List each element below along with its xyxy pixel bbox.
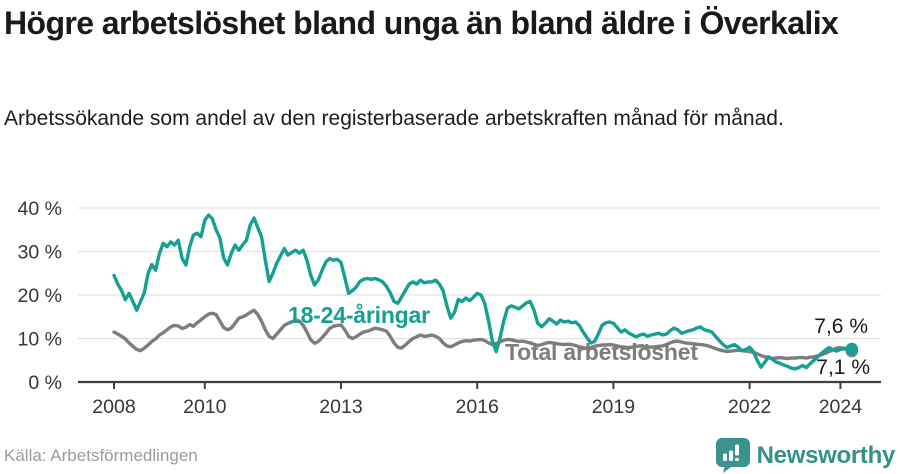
x-tick-label: 2022: [728, 396, 771, 418]
y-tick-label: 40 %: [18, 198, 62, 220]
x-tick-label: 2016: [456, 396, 499, 418]
y-tick-label: 30 %: [18, 242, 62, 264]
y-tick-label: 20 %: [18, 285, 62, 307]
brand-name: Newsworthy: [756, 441, 896, 469]
x-tick-label: 2013: [319, 396, 362, 418]
series-end-dot: [845, 342, 858, 356]
series-line-total-arbetsl-shet: [112, 308, 854, 361]
x-tick-label: 2024: [819, 396, 863, 418]
x-tick-label: 2008: [92, 396, 135, 418]
y-tick-label: 10 %: [18, 329, 62, 351]
newsworthy-icon: [715, 438, 750, 473]
brand-logo: Newsworthy: [715, 438, 896, 473]
end-value-label-18-24: 7,6 %: [814, 315, 868, 338]
x-tick-label: 2010: [183, 396, 227, 418]
end-value-label-total: 7,1 %: [816, 356, 870, 379]
page-title: Högre arbetslöshet bland unga än bland ä…: [4, 5, 839, 41]
series-line-18-24-ringar: [112, 213, 854, 371]
x-tick-label: 2019: [592, 396, 635, 418]
series-label-18-24: 18-24-åringar: [288, 302, 430, 328]
chart-subtitle: Arbetssökande som andel av den registerb…: [4, 107, 784, 130]
series-label-total: Total arbetslöshet: [505, 339, 698, 365]
y-tick-label: 0 %: [28, 372, 62, 394]
source-attribution: Källa: Arbetsförmedlingen: [4, 446, 198, 465]
